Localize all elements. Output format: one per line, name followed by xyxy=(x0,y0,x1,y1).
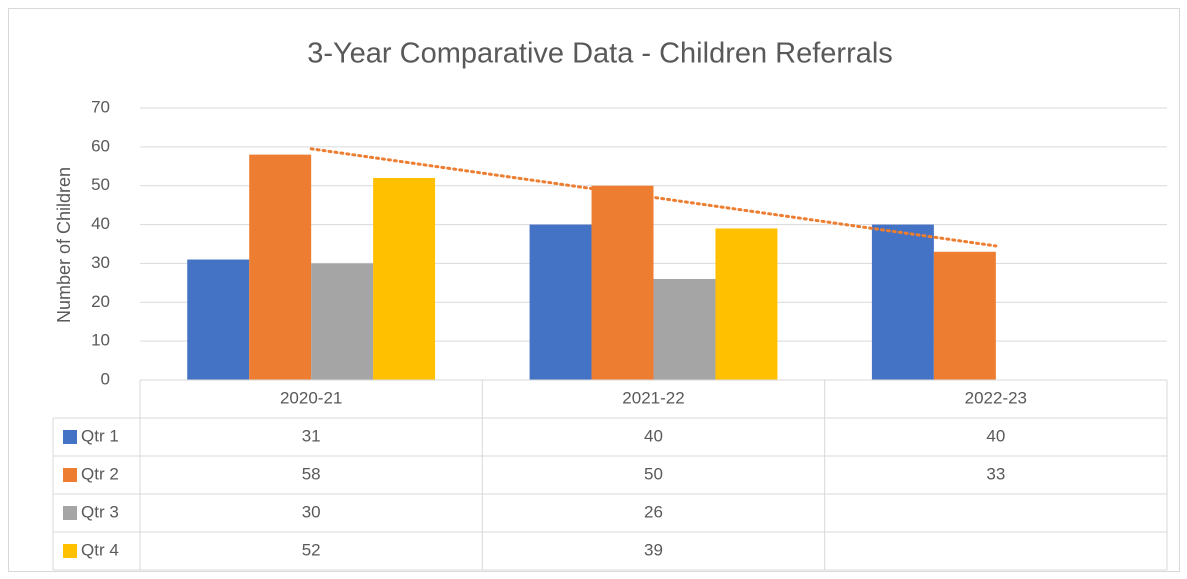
table-value: 58 xyxy=(302,464,321,483)
y-tick-label: 20 xyxy=(91,292,110,311)
bar xyxy=(373,177,436,380)
trendline xyxy=(309,147,998,248)
table-value: 52 xyxy=(302,540,321,559)
bar xyxy=(871,224,934,380)
legend-key xyxy=(63,544,77,558)
legend-label: Qtr 1 xyxy=(81,426,119,445)
table-value: 40 xyxy=(986,426,1005,445)
table-value: 33 xyxy=(986,464,1005,483)
y-tick-label: 40 xyxy=(91,214,110,233)
x-tick-label: 2021-22 xyxy=(622,388,684,407)
bar xyxy=(591,185,654,380)
bar xyxy=(653,278,716,380)
bar xyxy=(529,224,592,380)
table-value: 30 xyxy=(302,502,321,521)
bar xyxy=(311,263,374,380)
table-value: 40 xyxy=(644,426,663,445)
table-value: 39 xyxy=(644,540,663,559)
legend-key xyxy=(63,430,77,444)
x-tick-label: 2020-21 xyxy=(280,388,342,407)
y-tick-label: 10 xyxy=(91,331,110,350)
bar xyxy=(933,251,996,380)
x-tick-label: 2022-23 xyxy=(965,388,1027,407)
y-tick-label: 70 xyxy=(91,97,110,116)
chart-title: 3-Year Comparative Data - Children Refer… xyxy=(307,38,893,70)
table-value: 31 xyxy=(302,426,321,445)
legend-key xyxy=(63,468,77,482)
y-tick-label: 0 xyxy=(101,369,110,388)
y-tick-label: 30 xyxy=(91,253,110,272)
legend-label: Qtr 2 xyxy=(81,464,119,483)
bar xyxy=(249,154,312,380)
legend-label: Qtr 4 xyxy=(81,540,119,559)
legend-key xyxy=(63,506,77,520)
bar xyxy=(715,228,778,380)
table-value: 50 xyxy=(644,464,663,483)
y-tick-label: 50 xyxy=(91,175,110,194)
table-value: 26 xyxy=(644,502,663,521)
y-tick-label: 60 xyxy=(91,136,110,155)
y-axis-label: Number of Children xyxy=(54,167,74,323)
legend-label: Qtr 3 xyxy=(81,502,119,521)
bar xyxy=(187,259,250,380)
